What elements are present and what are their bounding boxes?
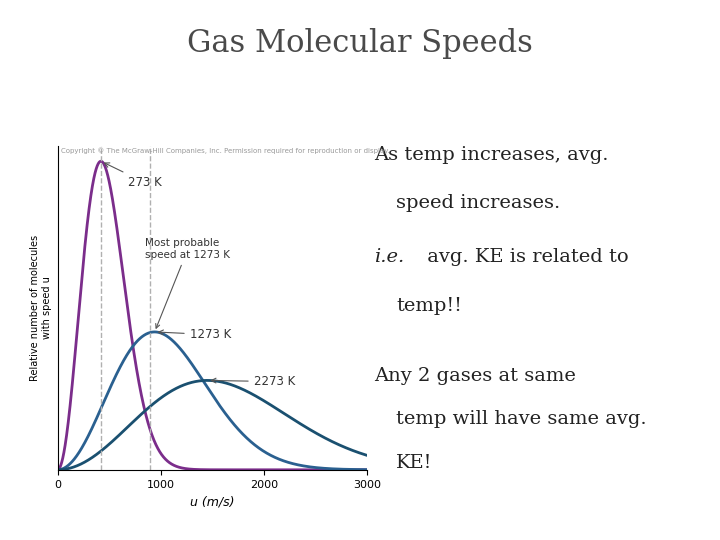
Text: 1273 K: 1273 K bbox=[158, 328, 231, 341]
Text: speed increases.: speed increases. bbox=[396, 194, 560, 212]
X-axis label: u (m/s): u (m/s) bbox=[190, 495, 235, 508]
Text: temp will have same avg.: temp will have same avg. bbox=[396, 410, 647, 428]
Text: temp!!: temp!! bbox=[396, 297, 462, 315]
Text: ❧: ❧ bbox=[352, 146, 367, 164]
Text: ❧: ❧ bbox=[352, 248, 367, 266]
Text: ❧: ❧ bbox=[352, 367, 367, 385]
Text: Any 2 gases at same: Any 2 gases at same bbox=[374, 367, 576, 385]
Text: 273 K: 273 K bbox=[104, 163, 161, 189]
Text: avg. KE is related to: avg. KE is related to bbox=[421, 248, 629, 266]
Text: Gas Molecular Speeds: Gas Molecular Speeds bbox=[187, 28, 533, 59]
Text: i.e.: i.e. bbox=[374, 248, 405, 266]
Text: Most probable
speed at 1273 K: Most probable speed at 1273 K bbox=[145, 238, 230, 328]
Text: As temp increases, avg.: As temp increases, avg. bbox=[374, 146, 609, 164]
Text: Copyright © The McGraw-Hill Companies, Inc. Permission required for reproduction: Copyright © The McGraw-Hill Companies, I… bbox=[60, 147, 390, 154]
Text: 2273 K: 2273 K bbox=[211, 375, 295, 388]
Y-axis label: Relative number of molecules
with speed u: Relative number of molecules with speed … bbox=[30, 235, 52, 381]
Text: KE!: KE! bbox=[396, 454, 433, 471]
